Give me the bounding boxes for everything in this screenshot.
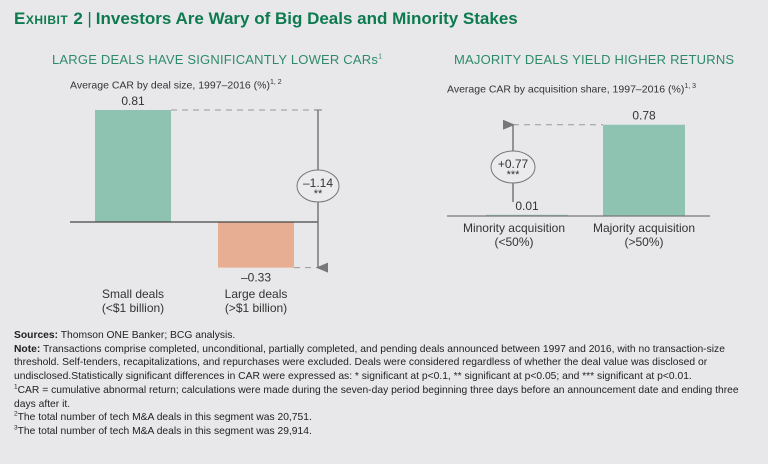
bar-majority-acquisition (603, 124, 685, 216)
category-label: Majority acquisition (593, 221, 695, 235)
left-chart: 0.81 Small deals(<$1 billion) –0.33 Large d… (70, 94, 340, 315)
bar-small-deals (95, 109, 171, 222)
left-panel-title: LARGE DEALS HAVE SIGNIFICANTLY LOWER CAR… (52, 52, 382, 67)
footnote-1: 1CAR = cumulative abnormal return; calcu… (14, 384, 759, 411)
data-label: –0.33 (241, 271, 271, 285)
difference-label: –1.14 (303, 176, 333, 190)
title-separator: | (87, 9, 92, 28)
left-subtitle-footnote: 1, 2 (270, 79, 282, 86)
difference-ellipse (296, 169, 340, 203)
left-panel-title-text: LARGE DEALS HAVE SIGNIFICANTLY LOWER CAR… (52, 52, 379, 67)
right-panel-title-text: MAJORITY DEALS YIELD HIGHER RETURNS (454, 52, 735, 67)
charts-canvas: 0.81 Small deals(<$1 billion) –0.33 Large d… (70, 94, 710, 315)
footnote-3: 3The total number of tech M&A deals in t… (14, 425, 759, 439)
significance-stars: *** (507, 169, 521, 181)
note-label: Note: (14, 343, 41, 355)
right-chart-subtitle: Average CAR by acquisition share, 1997–2… (447, 83, 696, 96)
sources-line: Sources: Thomson ONE Banker; BCG analysi… (14, 329, 759, 343)
left-subtitle-text: Average CAR by deal size, 1997–2016 (%) (70, 79, 271, 92)
footnote-3-mark: 3 (14, 424, 18, 432)
footnote-2: 2The total number of tech M&A deals in t… (14, 411, 759, 425)
note-line: Note: Transactions comprise completed, u… (14, 343, 759, 384)
right-chart: 0.01 Minority acquisition(<50%) 0.78 Majori… (447, 109, 710, 249)
significance-stars: ** (314, 188, 323, 200)
exhibit-title: Exhibit 2 | Investors Are Wary of Big Deal… (14, 9, 518, 29)
difference-label: +0.77 (498, 157, 529, 171)
sources-text: Thomson ONE Banker; BCG analysis. (58, 330, 236, 341)
footnote-1-mark: 1 (14, 383, 18, 391)
difference-ellipse (490, 150, 536, 184)
footnote-2-mark: 2 (14, 410, 18, 418)
category-label: (<50%) (494, 235, 533, 249)
footnote-2-text: The total number of tech M&A deals in th… (17, 412, 312, 424)
category-label: (>$1 billion) (225, 301, 287, 315)
notes-section: Sources: Thomson ONE Banker; BCG analysi… (14, 329, 759, 439)
category-label: Small deals (102, 287, 164, 301)
note-text: Transactions comprise completed, uncondi… (14, 343, 725, 383)
left-chart-subtitle: Average CAR by deal size, 1997–2016 (%)1… (70, 79, 282, 92)
right-subtitle-footnote: 1, 3 (684, 83, 697, 90)
category-label: (<$1 billion) (102, 301, 164, 315)
bar-large-deals (218, 222, 294, 268)
right-panel-title: MAJORITY DEALS YIELD HIGHER RETURNS (454, 52, 734, 67)
sources-label: Sources: (14, 330, 59, 341)
footnote-3-text: The total number of tech M&A deals in th… (17, 425, 312, 437)
category-label: Minority acquisition (463, 221, 565, 235)
category-label: Large deals (225, 287, 288, 301)
exhibit-label: Exhibit 2 (14, 9, 84, 28)
data-label: 0.78 (632, 109, 656, 123)
footnote-1-text: CAR = cumulative abnormal return; calcul… (14, 384, 739, 410)
left-panel-title-footnote: 1 (378, 53, 383, 61)
data-label: 0.01 (515, 199, 539, 213)
exhibit-heading: Investors Are Wary of Big Deals and Mino… (95, 9, 518, 28)
category-label: (>50%) (624, 235, 663, 249)
data-label: 0.81 (121, 94, 145, 108)
right-subtitle-text: Average CAR by acquisition share, 1997–2… (447, 83, 685, 96)
